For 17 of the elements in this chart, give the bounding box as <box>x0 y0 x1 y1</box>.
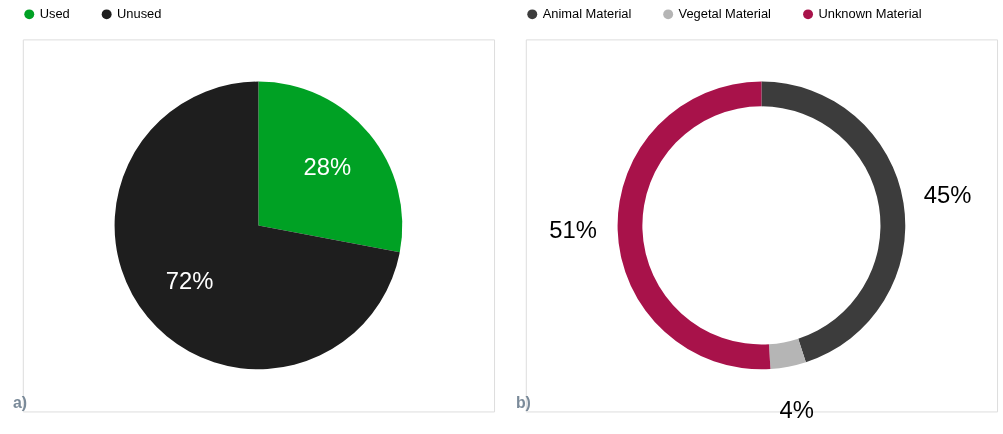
legend-label: Unused <box>117 6 162 22</box>
legend-label: Unknown Material <box>818 6 922 22</box>
text: a) <box>12 394 28 412</box>
data-label: 4% <box>779 395 814 423</box>
data-label: 28% <box>303 153 352 181</box>
legend-label: Animal Material <box>542 6 632 22</box>
legend-label: Used <box>39 6 70 22</box>
donut-slice <box>761 81 906 363</box>
donut-slice <box>768 338 806 369</box>
data-label: 51% <box>549 216 597 244</box>
legend-label: Vegetal Material <box>678 6 771 22</box>
pie-slice <box>114 81 400 370</box>
data-label: 72% <box>165 267 214 295</box>
data-label: 45% <box>923 180 972 208</box>
text: b) <box>515 394 531 412</box>
donut-slice <box>617 81 771 369</box>
pie-slice <box>258 81 403 253</box>
